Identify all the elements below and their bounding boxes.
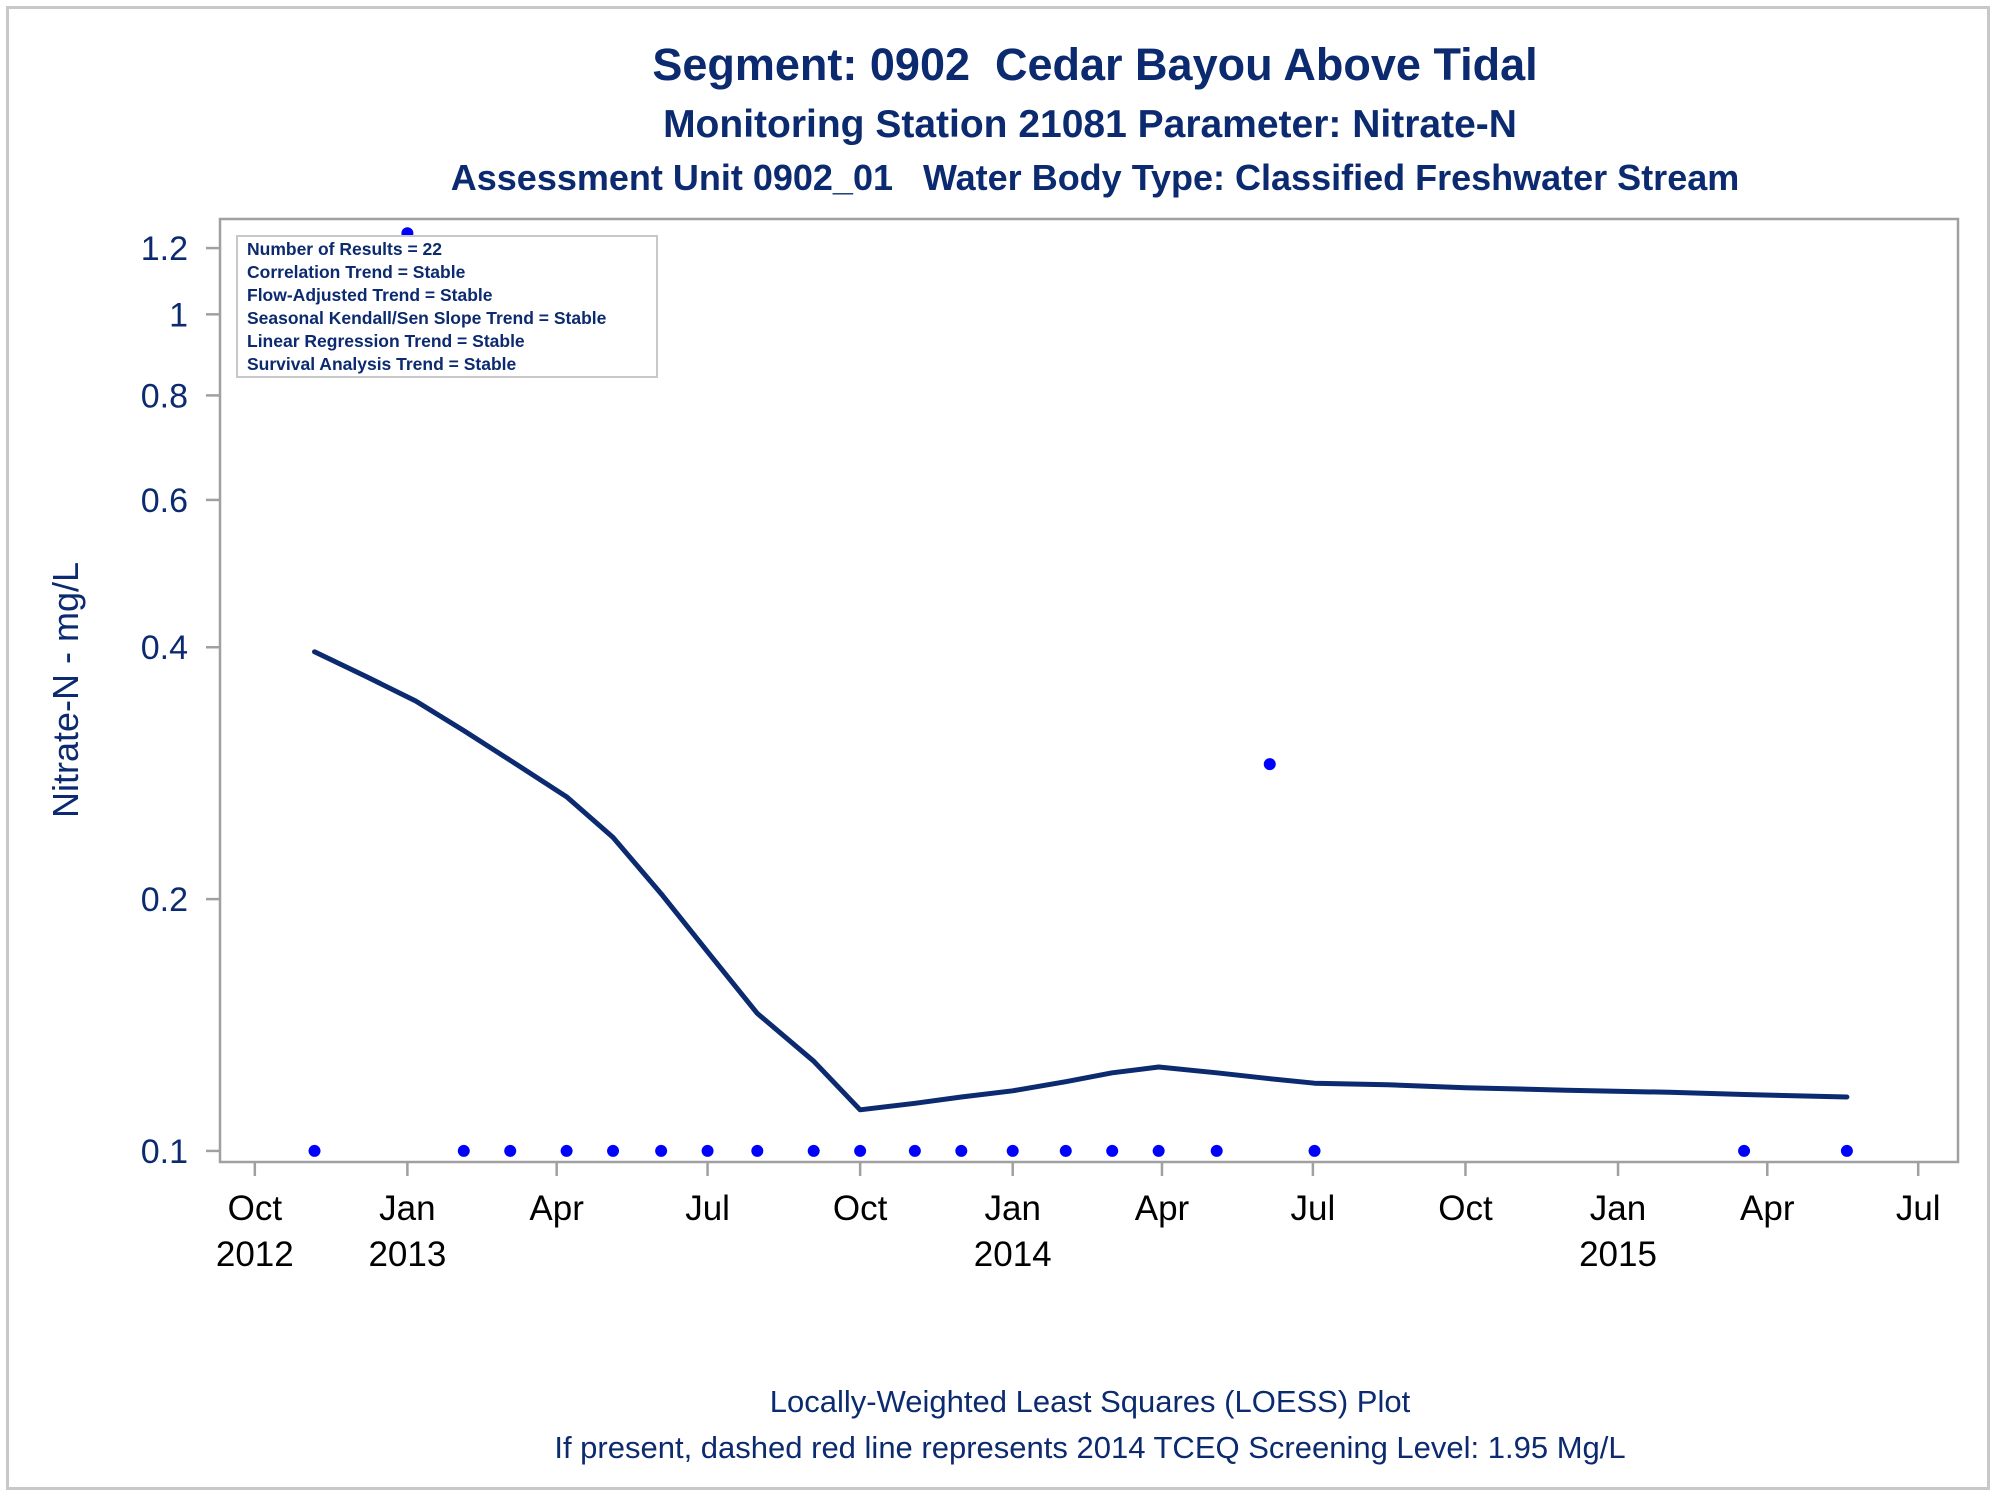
data-point xyxy=(504,1144,517,1157)
results-series xyxy=(308,227,1853,1157)
data-point xyxy=(1738,1144,1751,1157)
y-tick-label: 0.4 xyxy=(141,629,188,667)
y-tick-label: 1 xyxy=(169,296,188,334)
data-point xyxy=(1308,1144,1321,1157)
chart-title: Segment: 0902 Cedar Bayou Above Tidal xyxy=(652,39,1537,90)
x-tick-label: Oct xyxy=(1438,1189,1493,1228)
data-point xyxy=(701,1144,714,1157)
legend-flow-adjusted-trend: Flow-Adjusted Trend = Stable xyxy=(247,285,493,305)
x-tick-label: Oct xyxy=(228,1189,283,1228)
loess-line xyxy=(312,649,1850,1113)
data-point xyxy=(655,1144,668,1157)
x-tick-label: Jul xyxy=(1896,1189,1941,1228)
legend-seasonal-kendall-trend: Seasonal Kendall/Sen Slope Trend = Stabl… xyxy=(247,308,607,328)
legend-number-of-results: Number of Results = 22 xyxy=(247,239,442,259)
y-tick-label: 1.2 xyxy=(141,230,188,268)
loess-series xyxy=(312,649,1850,1113)
data-point xyxy=(807,1144,820,1157)
data-point xyxy=(1210,1144,1223,1157)
trend-legend-box: Number of Results = 22 Correlation Trend… xyxy=(236,235,658,378)
y-tick-label: 0.8 xyxy=(141,377,188,415)
data-point xyxy=(955,1144,968,1157)
y-axis: 0.1 0.2 0.4 0.6 0.8 1 1.2 xyxy=(141,230,220,1171)
legend-linear-regression-trend: Linear Regression Trend = Stable xyxy=(247,331,525,351)
footnote-screening-level: If present, dashed red line represents 2… xyxy=(554,1430,1625,1465)
x-tick-year-label: 2014 xyxy=(974,1235,1052,1274)
x-tick-label: Apr xyxy=(1740,1189,1795,1228)
legend-correlation-trend: Correlation Trend = Stable xyxy=(247,262,466,282)
data-point xyxy=(607,1144,620,1157)
data-point xyxy=(1152,1144,1165,1157)
data-point xyxy=(457,1144,470,1157)
data-point xyxy=(1059,1144,1072,1157)
data-point xyxy=(751,1144,764,1157)
x-tick-label: Apr xyxy=(529,1189,584,1228)
data-point xyxy=(1840,1144,1853,1157)
x-tick-year-label: 2012 xyxy=(216,1235,294,1274)
y-axis-label: Nitrate-N - mg/L xyxy=(45,562,86,818)
x-tick-label: Apr xyxy=(1135,1189,1190,1228)
y-tick-label: 0.6 xyxy=(141,482,188,520)
x-tick-label: Jan xyxy=(1590,1189,1646,1228)
x-tick-label: Jan xyxy=(379,1189,435,1228)
data-point xyxy=(908,1144,921,1157)
x-tick-year-label: 2013 xyxy=(368,1235,446,1274)
plot-area xyxy=(218,217,1960,1164)
y-tick-label: 0.1 xyxy=(141,1133,188,1171)
x-tick-label: Jul xyxy=(685,1189,730,1228)
x-tick-label: Jul xyxy=(1291,1189,1336,1228)
data-point xyxy=(1006,1144,1019,1157)
legend-box-frame xyxy=(236,235,658,378)
data-point xyxy=(1106,1144,1119,1157)
y-tick-label: 0.2 xyxy=(141,881,188,919)
x-axis: Oct 2012 Jan 2013 Apr Jul Oct Jan 2014 Apr Jul Oct J… xyxy=(216,1162,1941,1274)
footnote-loess: Locally-Weighted Least Squares (LOESS) P… xyxy=(770,1384,1411,1419)
x-tick-label: Jan xyxy=(984,1189,1040,1228)
data-point xyxy=(854,1144,867,1157)
data-point xyxy=(308,1144,321,1157)
legend-survival-analysis-trend: Survival Analysis Trend = Stable xyxy=(247,354,517,374)
x-tick-year-label: 2015 xyxy=(1579,1235,1657,1274)
chart-subtitle: Monitoring Station 21081 Parameter: Nitr… xyxy=(663,103,1517,146)
data-point xyxy=(560,1144,573,1157)
data-point xyxy=(1263,758,1276,771)
x-tick-label: Oct xyxy=(833,1189,888,1228)
chart-subtitle-2: Assessment Unit 0902_01 Water Body Type:… xyxy=(451,157,1740,198)
